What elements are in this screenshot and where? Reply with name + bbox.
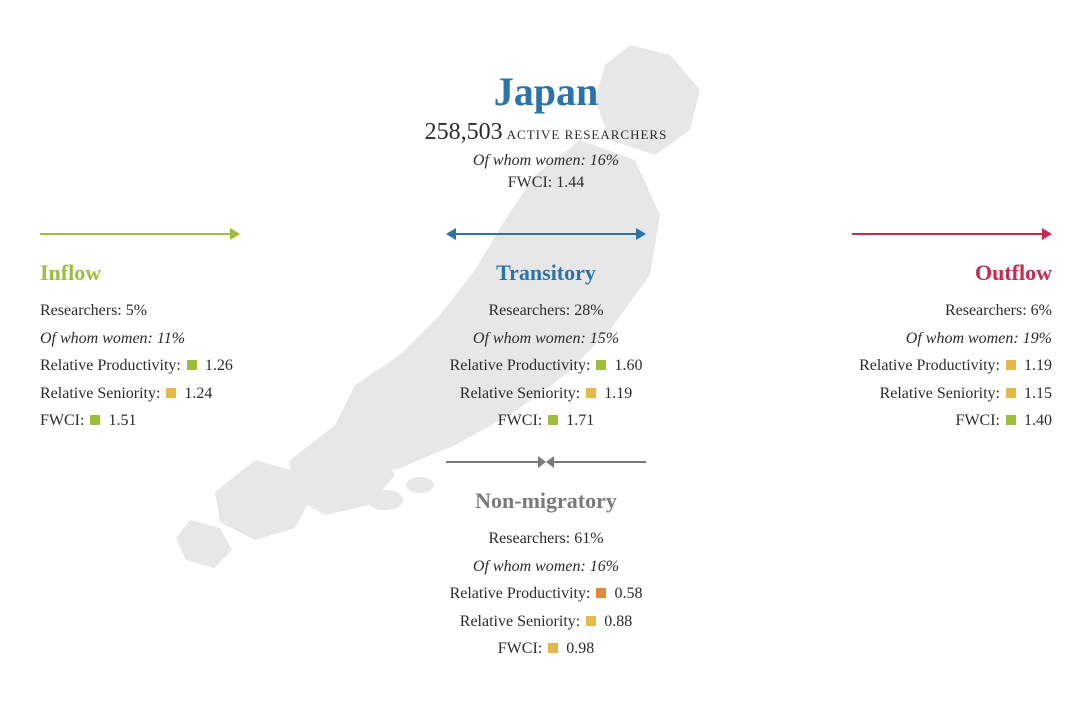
- researcher-count-line: 258,503 active researchers: [0, 119, 1092, 146]
- inflow-productivity: Relative Productivity: 1.26: [40, 355, 300, 377]
- transitory-researchers: Researchers: 28%: [416, 300, 676, 322]
- nonmig-productivity: Relative Productivity: 0.58: [416, 583, 676, 605]
- chip-icon: [1006, 415, 1016, 425]
- nonmig-seniority: Relative Seniority: 0.88: [416, 611, 676, 633]
- chip-icon: [596, 360, 606, 370]
- header-fwci-line: FWCI: 1.44: [0, 174, 1092, 192]
- inflow-seniority: Relative Seniority: 1.24: [40, 383, 300, 405]
- outflow-fwci: FWCI: 1.40: [792, 410, 1052, 432]
- inflow-researchers: Researchers: 5%: [40, 300, 300, 322]
- chip-icon: [586, 388, 596, 398]
- header-women-value: 16%: [590, 152, 619, 169]
- nonmig-researchers: Researchers: 61%: [416, 528, 676, 550]
- arrow-inward-icon: [446, 452, 646, 472]
- arrow-both-icon: [446, 224, 646, 244]
- chip-icon: [1006, 388, 1016, 398]
- header-fwci-label: FWCI:: [508, 174, 552, 191]
- transitory-productivity: Relative Productivity: 1.60: [416, 355, 676, 377]
- chip-icon: [586, 616, 596, 626]
- chip-icon: [548, 643, 558, 653]
- nonmig-title: Non-migratory: [416, 488, 676, 514]
- chip-icon: [596, 588, 606, 598]
- outflow-women: Of whom women: 19%: [792, 328, 1052, 350]
- inflow-title: Inflow: [40, 260, 300, 286]
- section-inflow: Inflow Researchers: 5% Of whom women: 11…: [40, 224, 300, 438]
- inflow-arrow: [40, 224, 300, 248]
- nonmig-fwci: FWCI: 0.98: [416, 638, 676, 660]
- outflow-title: Outflow: [792, 260, 1052, 286]
- country-header: Japan 258,503 active researchers Of whom…: [0, 68, 1092, 192]
- inflow-fwci: FWCI: 1.51: [40, 410, 300, 432]
- outflow-arrow: [792, 224, 1052, 248]
- section-outflow: Outflow Researchers: 6% Of whom women: 1…: [792, 224, 1052, 438]
- outflow-seniority: Relative Seniority: 1.15: [792, 383, 1052, 405]
- inflow-women: Of whom women: 11%: [40, 328, 300, 350]
- outflow-productivity: Relative Productivity: 1.19: [792, 355, 1052, 377]
- country-title: Japan: [0, 68, 1092, 115]
- chip-icon: [166, 388, 176, 398]
- section-transitory: Transitory Researchers: 28% Of whom wome…: [416, 224, 676, 438]
- chip-icon: [90, 415, 100, 425]
- researcher-count-label: active researchers: [507, 127, 668, 142]
- section-nonmigratory: Non-migratory Researchers: 61% Of whom w…: [416, 452, 676, 666]
- header-women-line: Of whom women: 16%: [0, 152, 1092, 170]
- researcher-count: 258,503: [425, 119, 503, 145]
- transitory-women: Of whom women: 15%: [416, 328, 676, 350]
- arrow-right-icon: [852, 224, 1052, 244]
- transitory-title: Transitory: [416, 260, 676, 286]
- transitory-seniority: Relative Seniority: 1.19: [416, 383, 676, 405]
- header-fwci-value: 1.44: [556, 174, 584, 191]
- arrow-right-icon: [40, 224, 240, 244]
- nonmig-arrow: [416, 452, 676, 476]
- transitory-arrow: [416, 224, 676, 248]
- transitory-fwci: FWCI: 1.71: [416, 410, 676, 432]
- header-women-label: Of whom women:: [473, 152, 586, 169]
- chip-icon: [187, 360, 197, 370]
- nonmig-women: Of whom women: 16%: [416, 556, 676, 578]
- outflow-researchers: Researchers: 6%: [792, 300, 1052, 322]
- chip-icon: [548, 415, 558, 425]
- chip-icon: [1006, 360, 1016, 370]
